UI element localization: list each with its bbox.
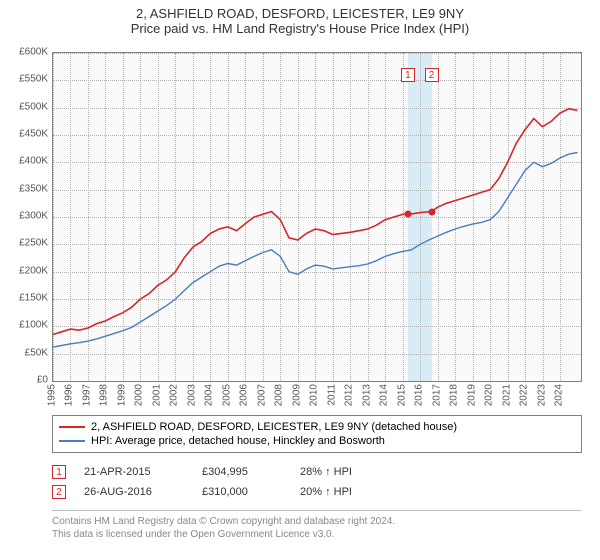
- x-tick-label: 2017: [431, 384, 442, 406]
- footer: Contains HM Land Registry data © Crown c…: [52, 510, 582, 541]
- sale-marker-box: 2: [425, 68, 439, 82]
- sale-row: 2 26-AUG-2016 £310,000 20% ↑ HPI: [52, 482, 582, 502]
- x-tick-label: 2001: [151, 384, 162, 406]
- footer-line-1: Contains HM Land Registry data © Crown c…: [52, 515, 582, 528]
- x-tick-label: 2015: [396, 384, 407, 406]
- sale-row-marker: 2: [52, 485, 66, 499]
- x-tick-label: 2010: [309, 384, 320, 406]
- legend-swatch: [59, 440, 85, 442]
- legend-item: HPI: Average price, detached house, Hinc…: [59, 434, 575, 448]
- sale-delta: 28% ↑ HPI: [300, 466, 352, 478]
- legend: 2, ASHFIELD ROAD, DESFORD, LEICESTER, LE…: [52, 415, 582, 453]
- x-tick-label: 1996: [64, 384, 75, 406]
- sale-row: 1 21-APR-2015 £304,995 28% ↑ HPI: [52, 462, 582, 482]
- sale-row-marker: 1: [52, 465, 66, 479]
- y-tick-label: £250K: [0, 238, 48, 249]
- y-tick-label: £0: [0, 375, 48, 386]
- sale-delta: 20% ↑ HPI: [300, 486, 352, 498]
- y-tick-label: £50K: [0, 347, 48, 358]
- x-tick-label: 1995: [47, 384, 58, 406]
- y-tick-label: £200K: [0, 265, 48, 276]
- series-lines: [53, 53, 581, 381]
- x-tick-label: 2023: [536, 384, 547, 406]
- x-tick-label: 1997: [81, 384, 92, 406]
- title-line-1: 2, ASHFIELD ROAD, DESFORD, LEICESTER, LE…: [0, 6, 600, 21]
- x-tick-label: 2012: [344, 384, 355, 406]
- x-tick-label: 2005: [221, 384, 232, 406]
- series-hpi: [53, 153, 578, 348]
- legend-label: HPI: Average price, detached house, Hinc…: [91, 435, 385, 447]
- sale-dot: [404, 211, 411, 218]
- x-tick-label: 2016: [414, 384, 425, 406]
- y-tick-label: £450K: [0, 129, 48, 140]
- legend-label: 2, ASHFIELD ROAD, DESFORD, LEICESTER, LE…: [91, 421, 457, 433]
- y-tick-label: £150K: [0, 293, 48, 304]
- y-tick-label: £350K: [0, 183, 48, 194]
- sale-price: £304,995: [202, 466, 282, 478]
- y-tick-label: £400K: [0, 156, 48, 167]
- x-tick-label: 2007: [256, 384, 267, 406]
- x-tick-label: 2013: [361, 384, 372, 406]
- sale-price: £310,000: [202, 486, 282, 498]
- y-tick-label: £300K: [0, 211, 48, 222]
- plot-area: 12: [52, 52, 582, 382]
- y-tick-label: £600K: [0, 47, 48, 58]
- x-tick-label: 2008: [274, 384, 285, 406]
- y-tick-label: £500K: [0, 101, 48, 112]
- x-tick-label: 1998: [99, 384, 110, 406]
- title-block: 2, ASHFIELD ROAD, DESFORD, LEICESTER, LE…: [0, 0, 600, 36]
- sale-dot: [428, 208, 435, 215]
- chart-container: 2, ASHFIELD ROAD, DESFORD, LEICESTER, LE…: [0, 0, 600, 560]
- y-tick-label: £550K: [0, 74, 48, 85]
- x-tick-label: 2018: [449, 384, 460, 406]
- y-tick-label: £100K: [0, 320, 48, 331]
- x-tick-label: 2004: [204, 384, 215, 406]
- sale-marker-box: 1: [401, 68, 415, 82]
- series-property: [53, 109, 578, 335]
- x-tick-label: 2000: [134, 384, 145, 406]
- footer-line-2: This data is licensed under the Open Gov…: [52, 528, 582, 541]
- sale-rows: 1 21-APR-2015 £304,995 28% ↑ HPI 2 26-AUG-201…: [52, 462, 582, 502]
- x-tick-label: 2020: [484, 384, 495, 406]
- x-tick-label: 2002: [169, 384, 180, 406]
- x-tick-label: 2024: [554, 384, 565, 406]
- x-tick-label: 1999: [116, 384, 127, 406]
- x-tick-label: 2021: [501, 384, 512, 406]
- x-tick-label: 2022: [519, 384, 530, 406]
- x-tick-label: 2009: [291, 384, 302, 406]
- sale-date: 21-APR-2015: [84, 466, 184, 478]
- x-tick-label: 2019: [466, 384, 477, 406]
- title-line-2: Price paid vs. HM Land Registry's House …: [0, 21, 600, 36]
- x-tick-label: 2014: [379, 384, 390, 406]
- x-tick-label: 2006: [239, 384, 250, 406]
- sale-date: 26-AUG-2016: [84, 486, 184, 498]
- legend-item: 2, ASHFIELD ROAD, DESFORD, LEICESTER, LE…: [59, 420, 575, 434]
- x-tick-label: 2011: [326, 384, 337, 406]
- x-tick-label: 2003: [186, 384, 197, 406]
- legend-swatch: [59, 426, 85, 428]
